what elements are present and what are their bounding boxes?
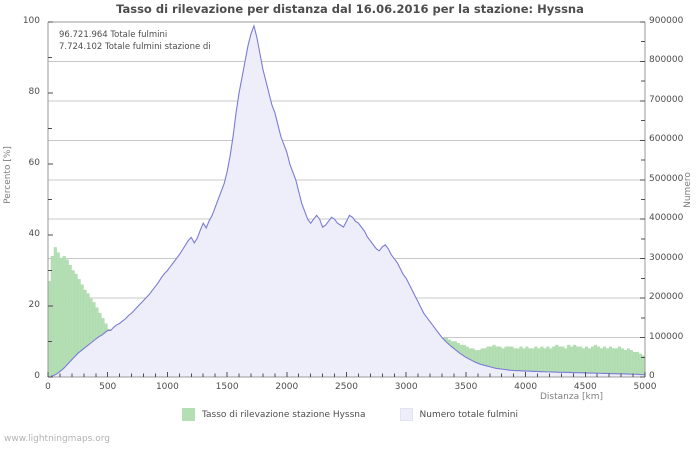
y-tick-left-0: 0 — [34, 371, 40, 381]
chart-title: Tasso di rilevazione per distanza dal 16… — [116, 2, 584, 16]
y-axis-label-left: Percento [%] — [3, 146, 13, 204]
area-series-fill — [48, 25, 645, 377]
x-tick-3500: 3500 — [454, 382, 478, 392]
y-tick-left-20: 20 — [28, 300, 40, 310]
legend-item-total-count: Numero totale fulmini — [399, 408, 518, 421]
chart-legend: Tasso di rilevazione stazione Hyssna Num… — [0, 408, 700, 421]
x-tick-1500: 1500 — [215, 382, 239, 392]
legend-label-detection-rate: Tasso di rilevazione stazione Hyssna — [202, 409, 366, 420]
y-tick-left-40: 40 — [28, 229, 40, 239]
legend-swatch-detection-rate — [182, 408, 196, 421]
x-tick-4000: 4000 — [514, 382, 538, 392]
y-tick-right-500000: 500000 — [649, 173, 684, 184]
y-tick-left-60: 60 — [28, 158, 40, 168]
y-tick-right-200000: 200000 — [649, 292, 684, 303]
y-tick-right-700000: 700000 — [649, 94, 684, 105]
y-tick-left-80: 80 — [28, 87, 40, 97]
legend-item-detection-rate: Tasso di rilevazione stazione Hyssna — [182, 408, 366, 421]
x-tick-0: 0 — [45, 382, 51, 392]
y-tick-right-600000: 600000 — [649, 134, 684, 145]
area-series-line — [50, 24, 646, 377]
legend-swatch-total-count — [399, 408, 413, 421]
y-tick-right-0: 0 — [649, 371, 655, 381]
x-tick-500: 500 — [99, 382, 117, 392]
x-tick-1000: 1000 — [155, 382, 179, 392]
annotation-station-lightning: 7.724.102 Totale fulmini stazione di — [59, 42, 211, 52]
x-tick-5000: 5000 — [633, 382, 657, 392]
x-tick-3000: 3000 — [394, 382, 418, 392]
y-tick-right-300000: 300000 — [649, 252, 684, 263]
watermark: www.lightningmaps.org — [4, 434, 110, 444]
x-tick-2000: 2000 — [275, 382, 299, 392]
y-tick-right-400000: 400000 — [649, 213, 684, 224]
x-tick-4500: 4500 — [573, 382, 597, 392]
annotation-total-lightning: 96.721.964 Totale fulmini — [59, 30, 168, 40]
legend-label-total-count: Numero totale fulmini — [419, 409, 518, 420]
y-tick-right-800000: 800000 — [649, 55, 684, 66]
x-axis-label: Distanza [km] — [540, 392, 603, 402]
y-tick-right-900000: 900000 — [649, 16, 684, 26]
x-tick-2500: 2500 — [335, 382, 358, 392]
y-axis-label-right: Numero — [683, 172, 693, 208]
y-tick-left-100: 100 — [22, 16, 40, 26]
y-tick-right-100000: 100000 — [649, 331, 684, 342]
